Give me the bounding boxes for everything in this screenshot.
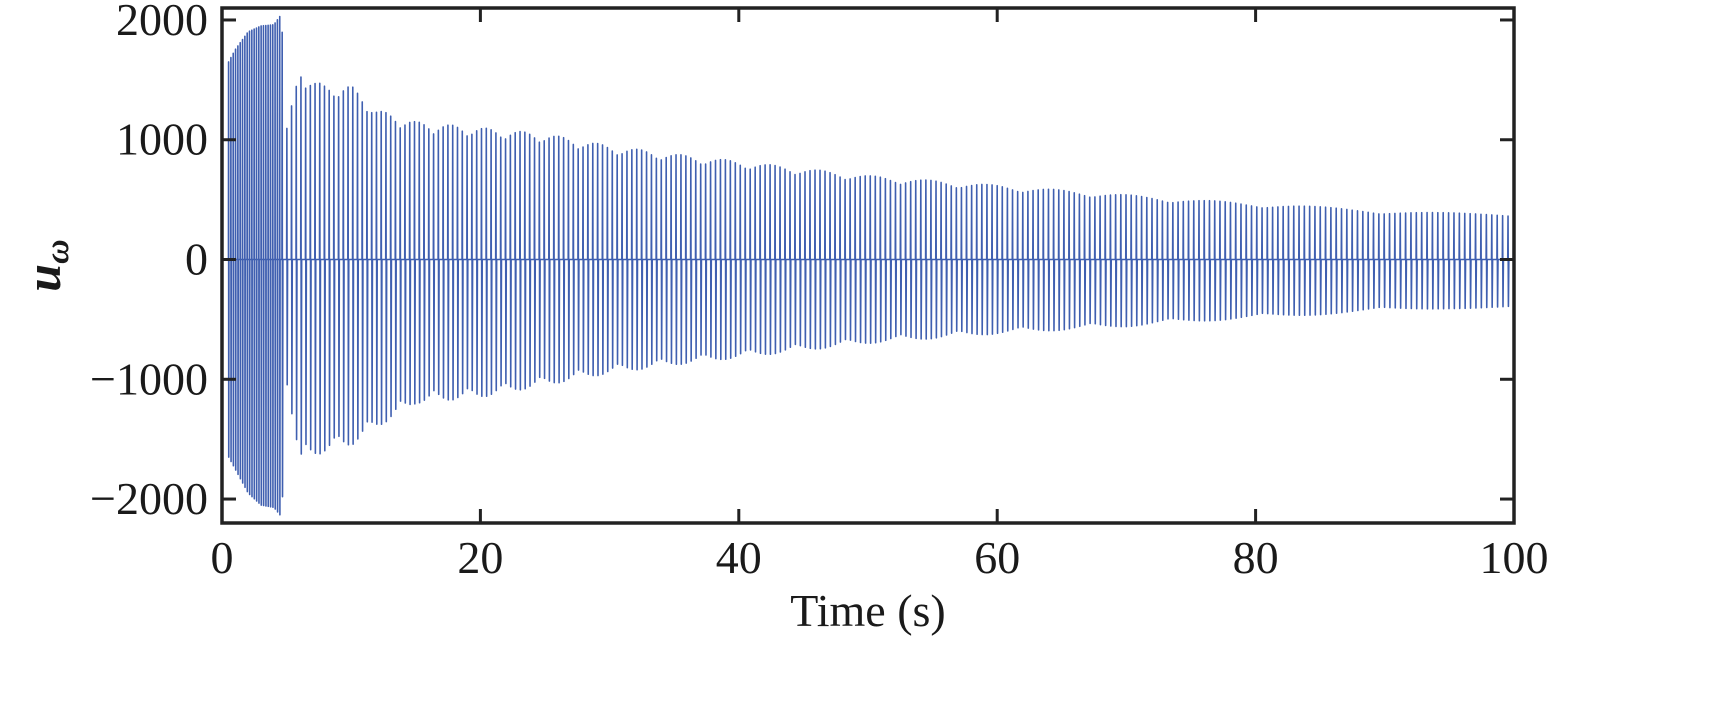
axis-ticks <box>220 8 1516 523</box>
y-axis-label-subscript: ω <box>39 239 76 264</box>
y-tick-label: 2000 <box>116 0 208 45</box>
y-tick-label: 1000 <box>116 114 208 165</box>
x-tick-label: 0 <box>211 532 234 583</box>
y-axis-label-main: u <box>15 264 71 292</box>
y-axis-label: uω <box>15 239 76 291</box>
svg-text:uω: uω <box>15 239 76 291</box>
series-line-u-omega <box>227 15 1515 516</box>
y-tick-label: −1000 <box>90 353 208 404</box>
x-tick-label: 60 <box>974 532 1020 583</box>
plot-frame <box>220 6 1516 525</box>
data-series-line <box>227 15 1515 516</box>
x-axis-label: Time (s) <box>790 585 946 636</box>
x-tick-label: 20 <box>457 532 503 583</box>
x-tick-label: 40 <box>716 532 762 583</box>
x-tick-label: 80 <box>1233 532 1279 583</box>
x-tick-label: 100 <box>1480 532 1549 583</box>
x-tick-labels: 0 20 40 60 80 100 <box>211 532 1549 583</box>
y-tick-label: −2000 <box>90 473 208 524</box>
y-tick-labels: 2000 1000 0 −1000 −2000 <box>90 0 208 524</box>
y-tick-label: 0 <box>185 234 208 285</box>
